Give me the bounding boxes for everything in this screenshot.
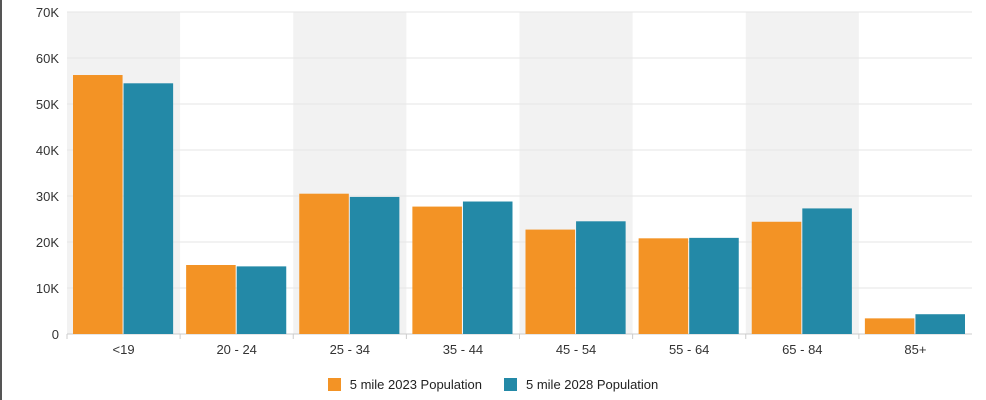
y-tick-label: 60K (36, 51, 59, 66)
x-tick-label: 35 - 44 (443, 342, 483, 357)
x-tick-label: 20 - 24 (216, 342, 256, 357)
legend-label: 5 mile 2028 Population (526, 376, 659, 392)
bar-2023 (299, 193, 349, 334)
bar-2028 (689, 237, 739, 334)
bar-2023 (638, 238, 689, 334)
x-tick-label: 45 - 54 (556, 342, 596, 357)
bar-2028 (576, 221, 626, 334)
chart-legend: 5 mile 2023 Population 5 mile 2028 Popula… (0, 372, 986, 396)
y-tick-label: 20K (36, 235, 59, 250)
y-tick-label: 0 (52, 327, 59, 342)
bar-2028 (915, 314, 965, 334)
bar-2028 (123, 83, 174, 334)
legend-label: 5 mile 2023 Population (349, 376, 482, 392)
x-tick-label: 65 - 84 (782, 342, 822, 357)
legend-swatch (504, 377, 517, 391)
x-tick-label: 55 - 64 (669, 342, 709, 357)
x-tick-label: <19 (113, 342, 135, 357)
y-tick-label: 50K (36, 97, 59, 112)
bar-2023 (864, 318, 915, 334)
y-tick-label: 70K (36, 5, 59, 20)
legend-swatch (327, 377, 341, 391)
y-tick-label: 30K (36, 189, 59, 204)
bar-2023 (751, 221, 802, 334)
legend-item[interactable]: 5 mile 2023 Population (327, 376, 482, 392)
y-tick-label: 10K (36, 281, 59, 296)
bar-2028 (236, 266, 287, 334)
x-tick-label: 25 - 34 (330, 342, 370, 357)
bar-2028 (802, 208, 852, 334)
bar-2023 (186, 265, 236, 334)
bar-2023 (412, 206, 462, 334)
bar-2028 (349, 196, 400, 334)
bar-2028 (462, 201, 513, 334)
left-edge-line (0, 0, 2, 400)
y-tick-label: 40K (36, 143, 59, 158)
bar-2023 (525, 229, 576, 334)
x-tick-label: 85+ (904, 342, 926, 357)
legend-item[interactable]: 5 mile 2028 Population (504, 377, 658, 392)
bar-2023 (73, 75, 123, 335)
